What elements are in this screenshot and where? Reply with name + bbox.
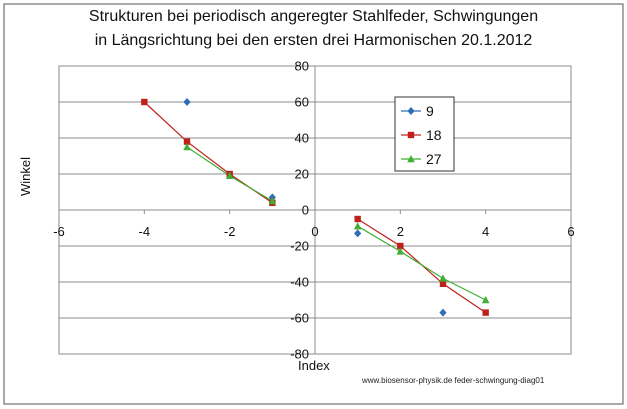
- series-27-point: [396, 247, 405, 255]
- series-9-point: [439, 308, 447, 317]
- series-18-point: [141, 98, 148, 106]
- y-tick-label: -60: [290, 311, 309, 326]
- series-18-point: [482, 309, 489, 316]
- x-tick-label: 6: [567, 224, 574, 239]
- legend-label-18: 18: [426, 127, 442, 143]
- y-tick-label: 20: [295, 167, 309, 182]
- source-note: www.biosensor-physik.de feder-schwingung…: [362, 376, 545, 385]
- y-tick-label: 80: [295, 59, 309, 74]
- x-tick-label: -2: [224, 224, 236, 239]
- y-tick-label: 60: [295, 95, 309, 110]
- series-27-line: [357, 225, 486, 301]
- x-axis-label: Index: [298, 358, 330, 373]
- legend-marker-27: [407, 155, 415, 163]
- series-27-point: [268, 197, 277, 205]
- legend-marker-9: [407, 107, 415, 115]
- chart-title-line-1: Strukturen bei periodisch angeregter Sta…: [88, 8, 539, 25]
- series-18-point: [397, 242, 404, 250]
- legend-label-9: 9: [426, 103, 434, 119]
- x-tick-label: -6: [53, 224, 65, 239]
- series-18-point: [183, 138, 191, 145]
- legend-label-27: 27: [426, 151, 442, 167]
- y-tick-label: 40: [295, 131, 309, 146]
- y-tick-label: -80: [290, 347, 309, 362]
- series-9-point: [183, 98, 191, 106]
- y-tick-label: 0: [302, 203, 309, 218]
- legend-box: [394, 96, 455, 172]
- series-18-point: [439, 280, 447, 287]
- series-27-point: [481, 296, 490, 304]
- x-tick-label: 4: [482, 224, 489, 239]
- figure-border: [3, 3, 624, 405]
- series-18-line: [357, 218, 487, 314]
- legend-marker-18: [407, 131, 415, 139]
- x-tick-label: 0: [311, 224, 318, 239]
- chart-title-line-2: in Längsrichtung bei den ersten drei Har…: [94, 32, 533, 49]
- series-18-point: [354, 215, 361, 223]
- series-18-line: [143, 101, 273, 204]
- y-tick-label: -40: [290, 275, 309, 290]
- series-9-point: [354, 229, 362, 238]
- series-27-point: [439, 274, 447, 282]
- y-axis-label: Winkel: [18, 156, 33, 196]
- x-tick-label: -4: [139, 224, 151, 239]
- series-27-point: [353, 222, 362, 230]
- y-tick-label: -20: [290, 239, 309, 254]
- x-tick-label: 2: [397, 224, 404, 239]
- series-27-point: [225, 171, 234, 179]
- series-27-point: [183, 143, 191, 151]
